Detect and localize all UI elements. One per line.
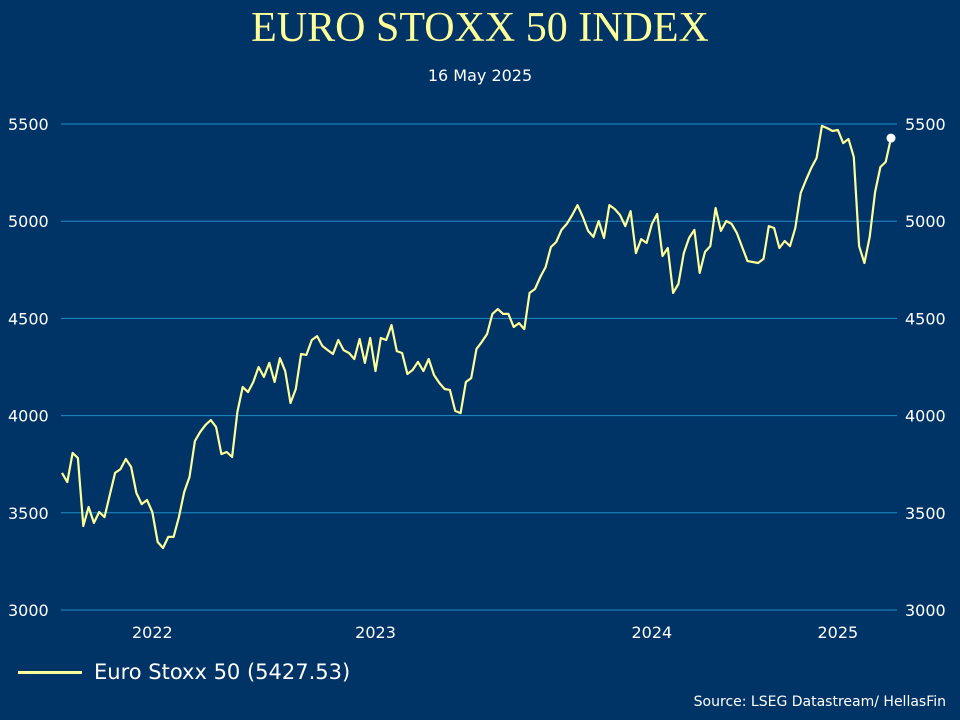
y-tick-right-5500: 5500	[905, 115, 946, 134]
x-tick-2025: 2025	[817, 623, 858, 642]
y-tick-right-4000: 4000	[905, 407, 946, 426]
y-tick-left-5500: 5500	[8, 115, 49, 134]
y-tick-left-5000: 5000	[8, 212, 49, 231]
legend: Euro Stoxx 50 (5427.53)	[18, 660, 350, 684]
y-tick-right-3000: 3000	[905, 601, 946, 620]
x-tick-2023: 2023	[355, 623, 396, 642]
series-line-euro-stoxx-50	[61, 124, 893, 550]
y-tick-right-4500: 4500	[905, 309, 946, 328]
legend-line-swatch	[18, 670, 82, 674]
x-tick-2022: 2022	[132, 623, 173, 642]
y-tick-left-3000: 3000	[8, 601, 49, 620]
y-tick-left-3500: 3500	[8, 504, 49, 523]
y-tick-left-4500: 4500	[8, 309, 49, 328]
y-tick-right-5000: 5000	[905, 212, 946, 231]
legend-label: Euro Stoxx 50 (5427.53)	[94, 660, 351, 684]
x-tick-2024: 2024	[632, 623, 673, 642]
chart-date: 16 May 2025	[427, 66, 533, 85]
y-tick-right-3500: 3500	[905, 504, 946, 523]
last-value-marker	[886, 133, 896, 143]
source-note: Source: LSEG Datastream/ HellasFin	[693, 694, 946, 710]
chart-title: EURO STOXX 50 INDEX	[251, 5, 709, 51]
y-tick-left-4000: 4000	[8, 407, 49, 426]
